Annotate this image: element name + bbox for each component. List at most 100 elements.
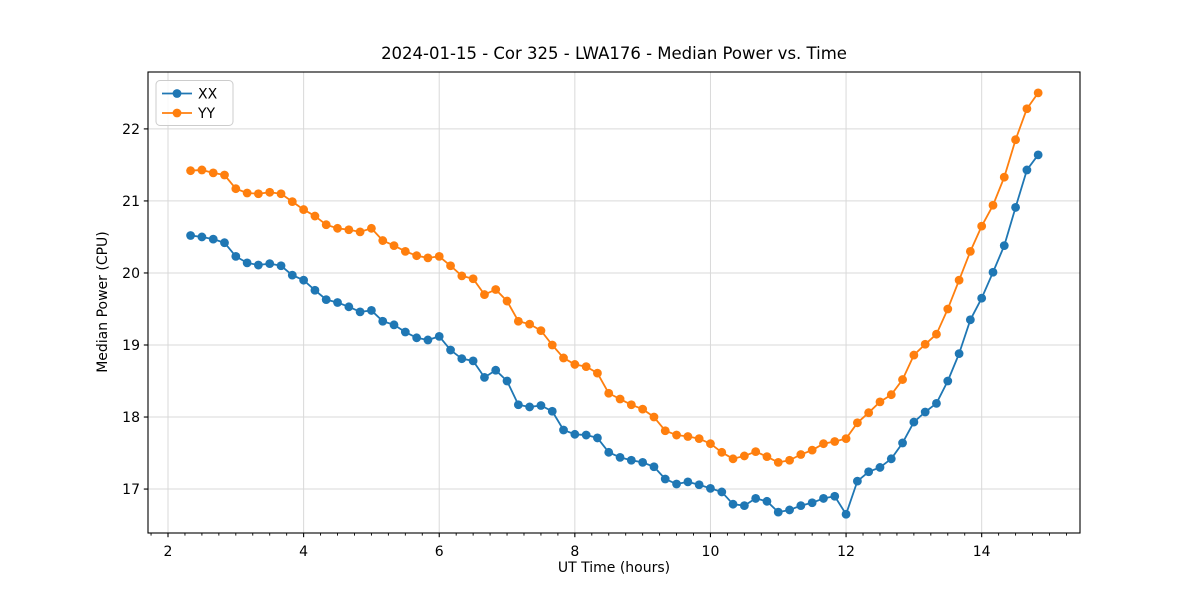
series-yy-marker <box>751 447 761 456</box>
series-xx-marker <box>513 400 523 410</box>
series-xx-marker <box>864 467 874 477</box>
series-yy-marker <box>762 452 772 462</box>
series-xx-marker <box>321 295 331 305</box>
series-yy-marker <box>480 290 489 299</box>
series-yy-marker <box>988 200 998 210</box>
series-yy-marker <box>672 430 681 440</box>
series-xx-marker <box>898 438 907 448</box>
series-yy-marker <box>694 434 704 444</box>
series-yy-marker <box>412 251 422 261</box>
y-tick-label: 22 <box>122 122 140 138</box>
series-xx-line <box>190 154 1039 516</box>
x-tick-label: 14 <box>973 544 991 560</box>
series-xx-marker <box>717 487 727 497</box>
series-xx-marker <box>762 496 772 506</box>
series-xx-marker <box>559 425 568 435</box>
y-tick-label: 18 <box>122 410 140 426</box>
series-yy-marker <box>276 189 286 199</box>
series-xx-marker <box>830 491 840 501</box>
y-tick-label: 17 <box>122 482 140 498</box>
series-xx-marker <box>502 376 512 386</box>
series-yy-marker <box>197 165 207 175</box>
series-xx-marker <box>875 463 885 472</box>
series-yy-marker <box>310 211 320 221</box>
series-yy-marker <box>220 170 229 180</box>
series-xx-marker <box>965 315 975 325</box>
series-xx-marker <box>400 327 410 337</box>
series-xx-marker <box>446 345 455 355</box>
series-yy-marker <box>536 326 546 335</box>
series-xx-marker <box>299 275 309 285</box>
series-xx-marker <box>570 429 580 439</box>
y-axis-label: Median Power (CPU) <box>95 231 111 373</box>
series-xx-marker <box>751 494 761 503</box>
y-tick-label: 21 <box>122 194 140 210</box>
series-xx-marker <box>1033 150 1043 160</box>
series-xx-marker <box>186 231 195 240</box>
series-yy-marker <box>434 252 444 261</box>
series-yy-marker <box>231 184 241 194</box>
series-yy-marker <box>717 447 727 457</box>
series-yy-marker <box>626 400 636 410</box>
series-xx-marker <box>468 356 478 366</box>
y-tick-label: 20 <box>122 266 140 282</box>
grid-lines <box>148 72 1080 533</box>
series-xx-marker <box>728 499 738 509</box>
series-xx-marker <box>581 430 591 440</box>
series-yy-marker <box>728 454 738 464</box>
legend-label-xx: XX <box>198 86 218 102</box>
legend-marker-xx <box>172 89 182 98</box>
series-yy-marker <box>1011 135 1020 145</box>
series-yy-marker <box>242 188 252 198</box>
series-yy-marker <box>491 285 501 294</box>
series-xx-marker <box>242 258 252 268</box>
series-yy-marker <box>559 353 568 363</box>
series-yy-marker <box>785 455 794 465</box>
series-yy-marker <box>547 340 557 350</box>
series-yy-marker <box>886 390 896 400</box>
series-xx-marker <box>355 307 365 317</box>
series-yy-marker <box>287 197 297 207</box>
series-xx-marker <box>310 285 320 295</box>
series-xx-marker <box>909 417 919 427</box>
series-yy-marker <box>954 275 964 285</box>
legend: XX YY <box>155 80 234 126</box>
series-xx-marker <box>1011 203 1020 212</box>
series-xx-marker <box>1022 165 1032 175</box>
series-yy-marker <box>593 368 602 378</box>
series-yy-marker <box>400 246 410 256</box>
series-yy-marker <box>423 253 433 263</box>
series-yy-marker <box>920 339 930 349</box>
series-xx-marker <box>412 333 422 343</box>
series-yy-marker <box>852 418 862 428</box>
series-xx-marker <box>231 252 241 261</box>
x-tick-label: 12 <box>837 544 855 560</box>
x-tick-label: 2 <box>164 544 173 560</box>
series-xx-marker <box>389 320 399 330</box>
y-tick-label: 19 <box>122 338 140 354</box>
series-xx-marker <box>672 479 681 489</box>
series-yy-marker <box>502 296 512 306</box>
series-xx-marker <box>423 335 433 345</box>
series-yy-marker <box>943 304 953 314</box>
series-yy-marker <box>909 350 919 360</box>
series-yy-marker <box>977 221 987 231</box>
series-xx-marker <box>649 462 659 472</box>
series-xx-marker <box>434 331 444 341</box>
series-yy-marker <box>604 388 614 398</box>
series-yy-marker <box>965 246 975 256</box>
series-xx-marker <box>807 498 817 508</box>
series-yy-marker <box>570 360 580 369</box>
series-yy-marker <box>898 375 907 384</box>
series-yy-marker <box>999 172 1009 182</box>
series-xx-marker <box>604 447 614 457</box>
series-xx-marker <box>626 455 636 465</box>
series-xx-marker <box>943 376 953 386</box>
series-xx-marker <box>615 452 625 462</box>
series-yy-marker <box>446 261 455 271</box>
series-xx-marker <box>378 316 388 326</box>
series-yy-marker <box>253 189 263 199</box>
axis-ticks: 2 4 6 8 10 12 14 17 18 19 20 21 22 <box>122 122 1067 560</box>
